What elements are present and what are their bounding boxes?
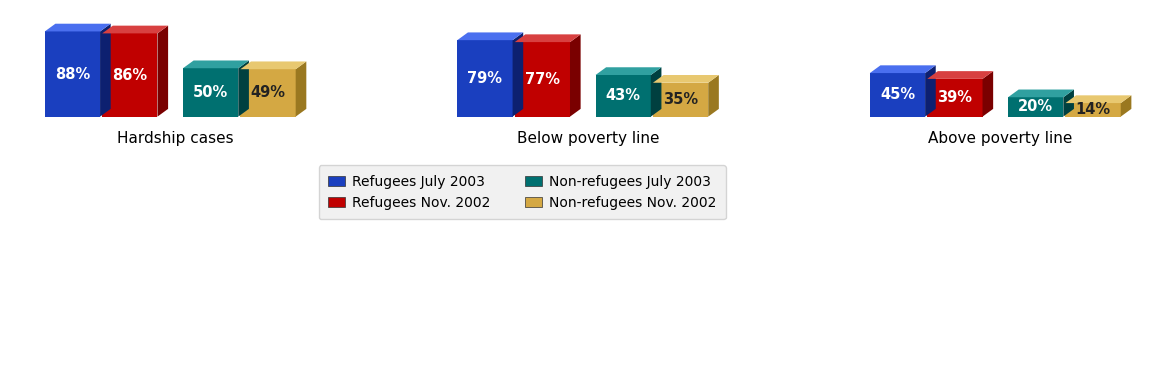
Polygon shape xyxy=(183,68,238,117)
Polygon shape xyxy=(653,75,718,83)
Polygon shape xyxy=(157,26,168,117)
Polygon shape xyxy=(241,69,296,117)
Polygon shape xyxy=(1066,103,1121,117)
Polygon shape xyxy=(927,79,982,117)
Polygon shape xyxy=(708,75,718,117)
Text: 50%: 50% xyxy=(193,85,228,100)
Text: 86%: 86% xyxy=(112,68,147,83)
Polygon shape xyxy=(102,33,157,117)
Polygon shape xyxy=(513,32,523,117)
Polygon shape xyxy=(45,24,111,31)
Polygon shape xyxy=(1063,90,1074,117)
Polygon shape xyxy=(1121,95,1132,117)
Polygon shape xyxy=(870,65,936,73)
Polygon shape xyxy=(596,75,650,117)
Text: 20%: 20% xyxy=(1018,100,1053,114)
Polygon shape xyxy=(982,71,993,117)
Text: 88%: 88% xyxy=(54,66,90,82)
Polygon shape xyxy=(927,71,993,79)
Polygon shape xyxy=(870,73,926,117)
Polygon shape xyxy=(45,31,100,117)
Text: 79%: 79% xyxy=(467,71,502,86)
Text: 77%: 77% xyxy=(525,72,560,87)
Legend: Refugees July 2003, Refugees Nov. 2002, Non-refugees July 2003, Non-refugees Nov: Refugees July 2003, Refugees Nov. 2002, … xyxy=(318,165,725,220)
Text: 14%: 14% xyxy=(1076,102,1111,117)
Polygon shape xyxy=(457,40,513,117)
Text: 45%: 45% xyxy=(880,87,915,102)
Polygon shape xyxy=(102,26,168,33)
Polygon shape xyxy=(238,61,249,117)
Polygon shape xyxy=(296,62,307,117)
Polygon shape xyxy=(1008,90,1074,97)
Polygon shape xyxy=(183,61,249,68)
Polygon shape xyxy=(650,67,662,117)
Polygon shape xyxy=(241,62,307,69)
Text: Hardship cases: Hardship cases xyxy=(117,131,234,146)
Text: 43%: 43% xyxy=(605,88,641,103)
Polygon shape xyxy=(926,65,936,117)
Text: 39%: 39% xyxy=(937,90,972,105)
Polygon shape xyxy=(515,42,570,117)
Text: Above poverty line: Above poverty line xyxy=(928,131,1073,146)
Text: 49%: 49% xyxy=(251,85,286,100)
Text: Below poverty line: Below poverty line xyxy=(517,131,659,146)
Polygon shape xyxy=(515,34,581,42)
Polygon shape xyxy=(457,32,523,40)
Polygon shape xyxy=(653,83,708,117)
Polygon shape xyxy=(1066,95,1132,103)
Polygon shape xyxy=(596,67,662,75)
Polygon shape xyxy=(570,34,581,117)
Text: 35%: 35% xyxy=(663,92,698,107)
Polygon shape xyxy=(100,24,111,117)
Polygon shape xyxy=(1008,97,1063,117)
